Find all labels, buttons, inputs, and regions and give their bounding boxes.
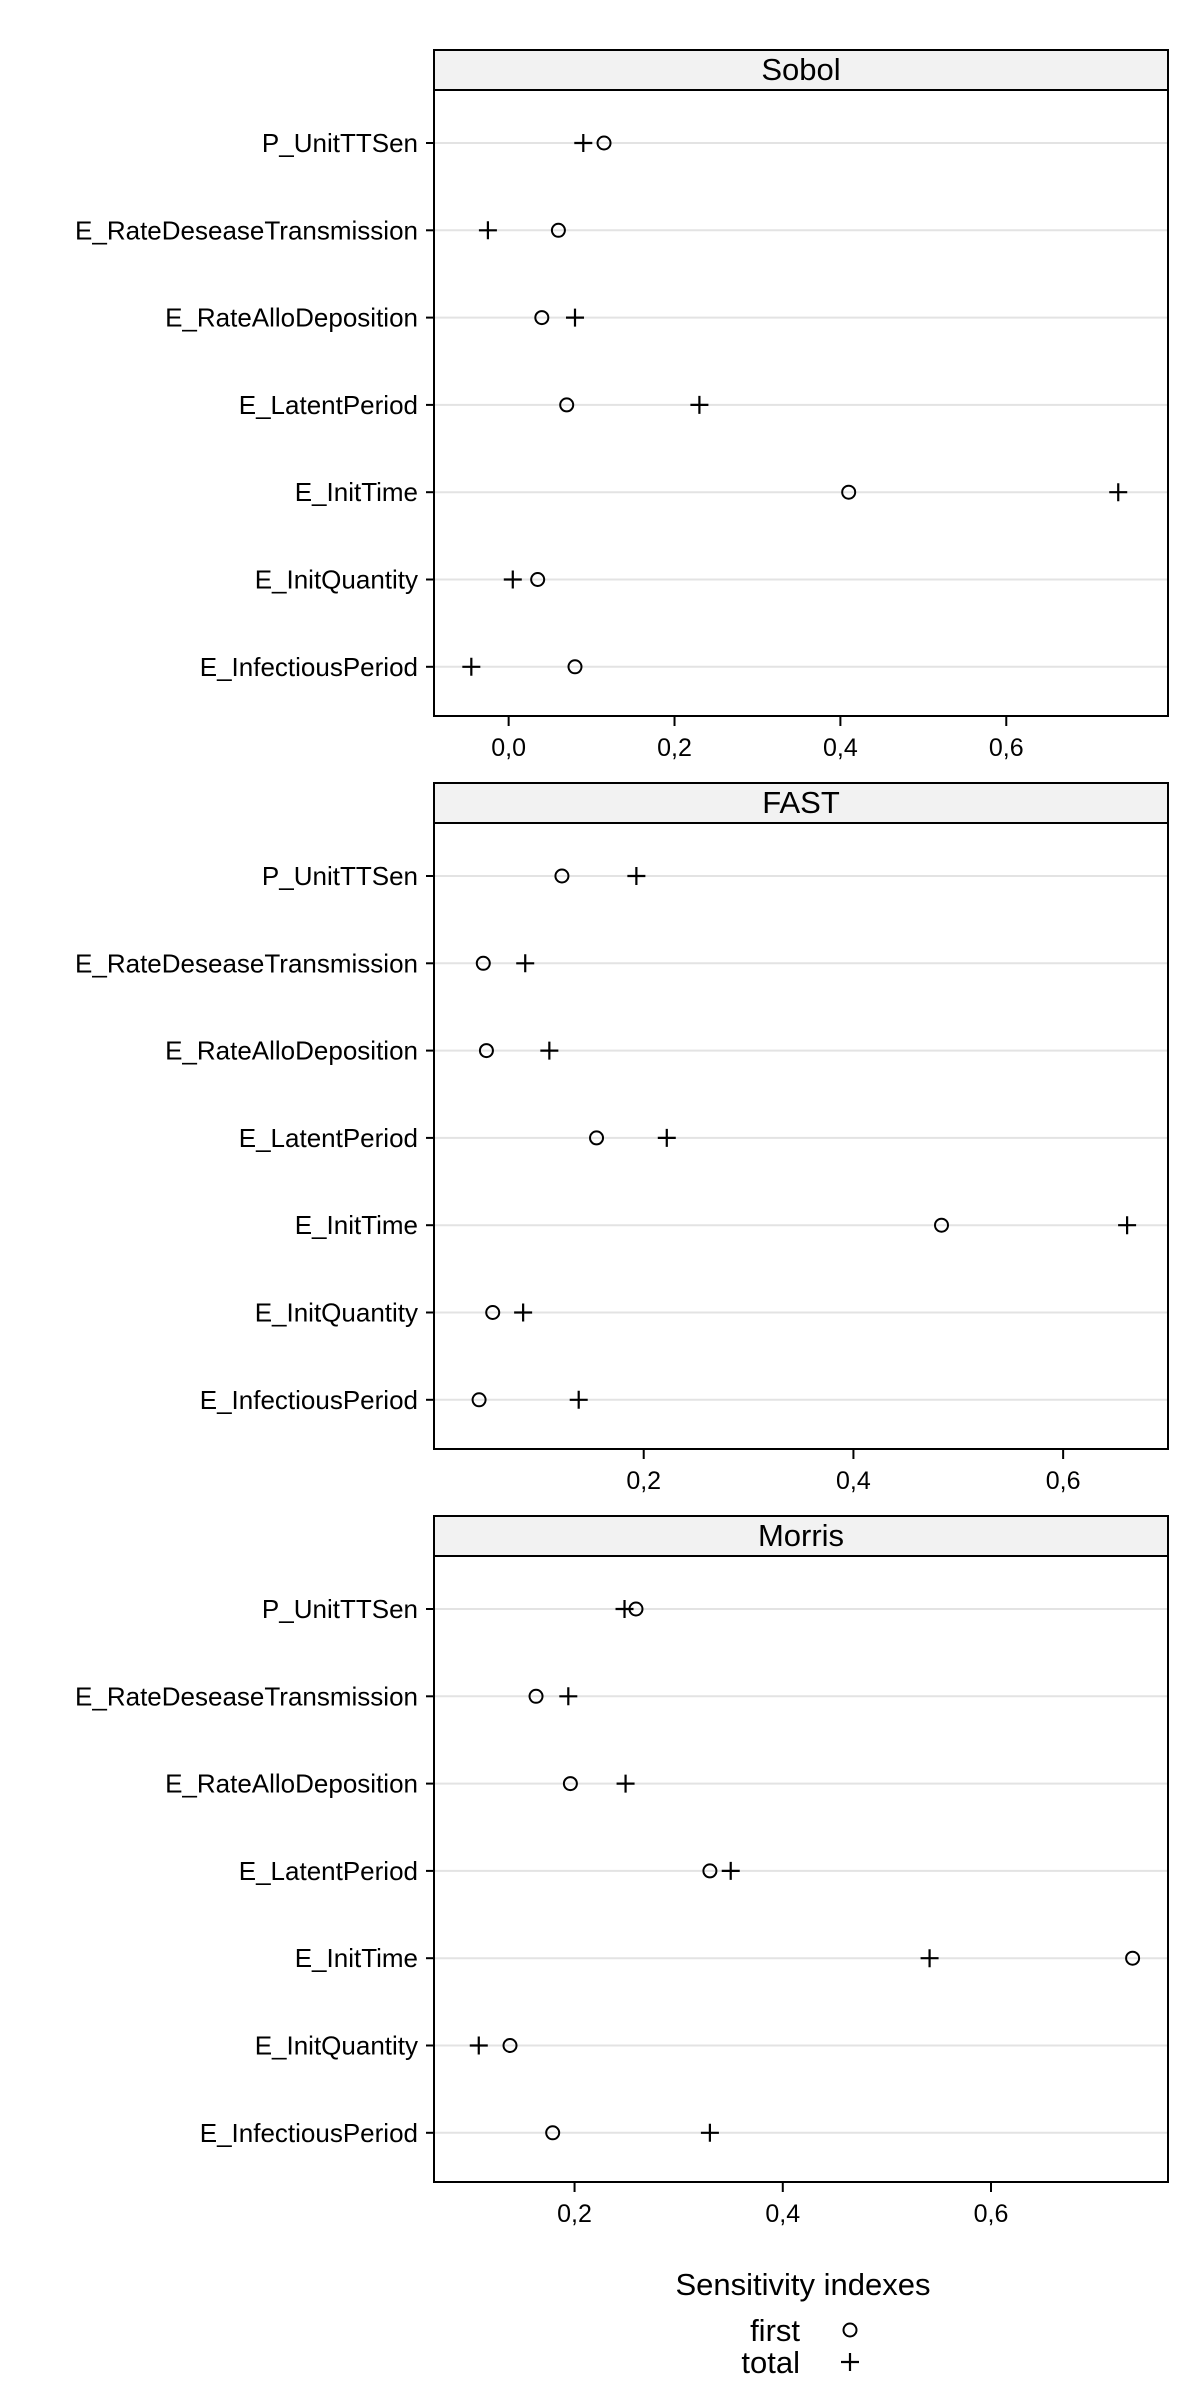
category-label: E_RateAlloDeposition	[165, 1036, 418, 1066]
point-total	[574, 134, 593, 152]
point-total	[627, 867, 646, 885]
category-label: E_LatentPeriod	[239, 1856, 418, 1886]
point-first	[567, 659, 583, 675]
category-label: P_UnitTTSen	[262, 128, 418, 158]
x-tick-label: 0,2	[626, 1467, 661, 1495]
x-tick-label: 0,6	[989, 734, 1024, 762]
panel-title: FAST	[762, 785, 840, 820]
point-first	[485, 1305, 501, 1320]
point-first	[559, 397, 575, 413]
point-first	[596, 135, 612, 151]
legend-symbol-total	[841, 2353, 859, 2371]
panel-title: Sobol	[761, 52, 840, 87]
category-label: E_LatentPeriod	[239, 390, 418, 420]
point-total	[559, 1687, 578, 1706]
panel-morris: Morris P_UnitTTSen E_RateDeseaseTransmissi…	[75, 1515, 1169, 2228]
x-tick-label: 0,0	[491, 734, 526, 762]
point-total	[690, 395, 709, 414]
point-total	[565, 308, 584, 327]
x-tick-label: 0,2	[657, 734, 692, 762]
point-first	[502, 2038, 518, 2053]
point-total	[700, 2123, 719, 2142]
x-tick-label: 0,4	[823, 734, 858, 762]
category-label: P_UnitTTSen	[262, 1594, 418, 1624]
point-first	[1125, 1950, 1141, 1966]
point-total	[657, 1128, 676, 1147]
legend-label-total: total	[741, 2345, 800, 2380]
point-first	[554, 868, 570, 884]
point-first	[545, 2125, 561, 2141]
point-first	[478, 1043, 494, 1059]
category-label: E_InitTime	[295, 477, 418, 507]
category-label: E_InitQuantity	[255, 565, 418, 595]
point-total	[721, 1861, 740, 1880]
point-first	[550, 222, 566, 238]
point-first	[562, 1776, 578, 1792]
point-first	[471, 1392, 487, 1408]
x-tick-label: 0,4	[765, 2200, 800, 2228]
category-label: E_RateDeseaseTransmission	[75, 215, 418, 245]
panel-title: Morris	[758, 1518, 844, 1553]
point-total	[1118, 1216, 1137, 1235]
category-label: E_InitQuantity	[255, 2031, 418, 2061]
point-total	[462, 657, 481, 676]
point-total	[514, 1303, 533, 1322]
point-total	[478, 221, 497, 240]
panel-fast: FAST P_UnitTTSen E_RateDeseaseTransmission…	[75, 782, 1169, 1495]
point-first	[475, 955, 491, 971]
legend-label-first: first	[750, 2313, 800, 2348]
point-total	[1109, 483, 1128, 502]
category-label: E_RateAlloDeposition	[165, 1769, 418, 1799]
plot-frame	[433, 89, 1169, 717]
point-total	[616, 1774, 635, 1793]
panel-strip	[433, 49, 1169, 91]
panel-strip	[433, 1515, 1169, 1557]
category-label: E_InitTime	[295, 1210, 418, 1240]
plot-frame	[433, 822, 1169, 1450]
panels-layer: Sobol P_UnitTTSen E_RateDeseaseTransmissio…	[75, 49, 1169, 2228]
category-label: E_InitQuantity	[255, 1298, 418, 1328]
point-first	[534, 310, 550, 326]
category-label: E_InfectiousPeriod	[200, 652, 418, 682]
point-total	[503, 570, 522, 589]
plot-frame	[433, 1555, 1169, 2183]
x-axis-label: Sensitivity indexes	[675, 2267, 930, 2302]
category-label: P_UnitTTSen	[262, 861, 418, 891]
point-first	[841, 484, 857, 500]
legend-symbol-first	[842, 2322, 858, 2338]
point-first	[934, 1217, 950, 1233]
point-first	[702, 1863, 718, 1879]
category-label: E_RateAlloDeposition	[165, 303, 418, 333]
point-total	[540, 1041, 559, 1060]
category-label: E_RateDeseaseTransmission	[75, 1681, 418, 1711]
point-first	[528, 1688, 544, 1704]
x-tick-label: 0,6	[1046, 1467, 1081, 1495]
point-total	[615, 1600, 634, 1618]
point-first	[530, 572, 546, 587]
x-tick-label: 0,2	[557, 2200, 592, 2228]
point-total	[569, 1390, 588, 1409]
x-tick-label: 0,6	[974, 2200, 1009, 2228]
category-label: E_RateDeseaseTransmission	[75, 948, 418, 978]
category-label: E_InitTime	[295, 1943, 418, 1973]
point-total	[920, 1949, 939, 1968]
category-label: E_LatentPeriod	[239, 1123, 418, 1153]
category-label: E_InfectiousPeriod	[200, 1385, 418, 1415]
x-tick-label: 0,4	[836, 1467, 871, 1495]
category-label: E_InfectiousPeriod	[200, 2118, 418, 2148]
point-first	[589, 1130, 605, 1146]
panel-strip	[433, 782, 1169, 824]
point-total	[516, 954, 535, 973]
panel-sobol: Sobol P_UnitTTSen E_RateDeseaseTransmissio…	[75, 49, 1169, 762]
point-total	[469, 2036, 488, 2055]
